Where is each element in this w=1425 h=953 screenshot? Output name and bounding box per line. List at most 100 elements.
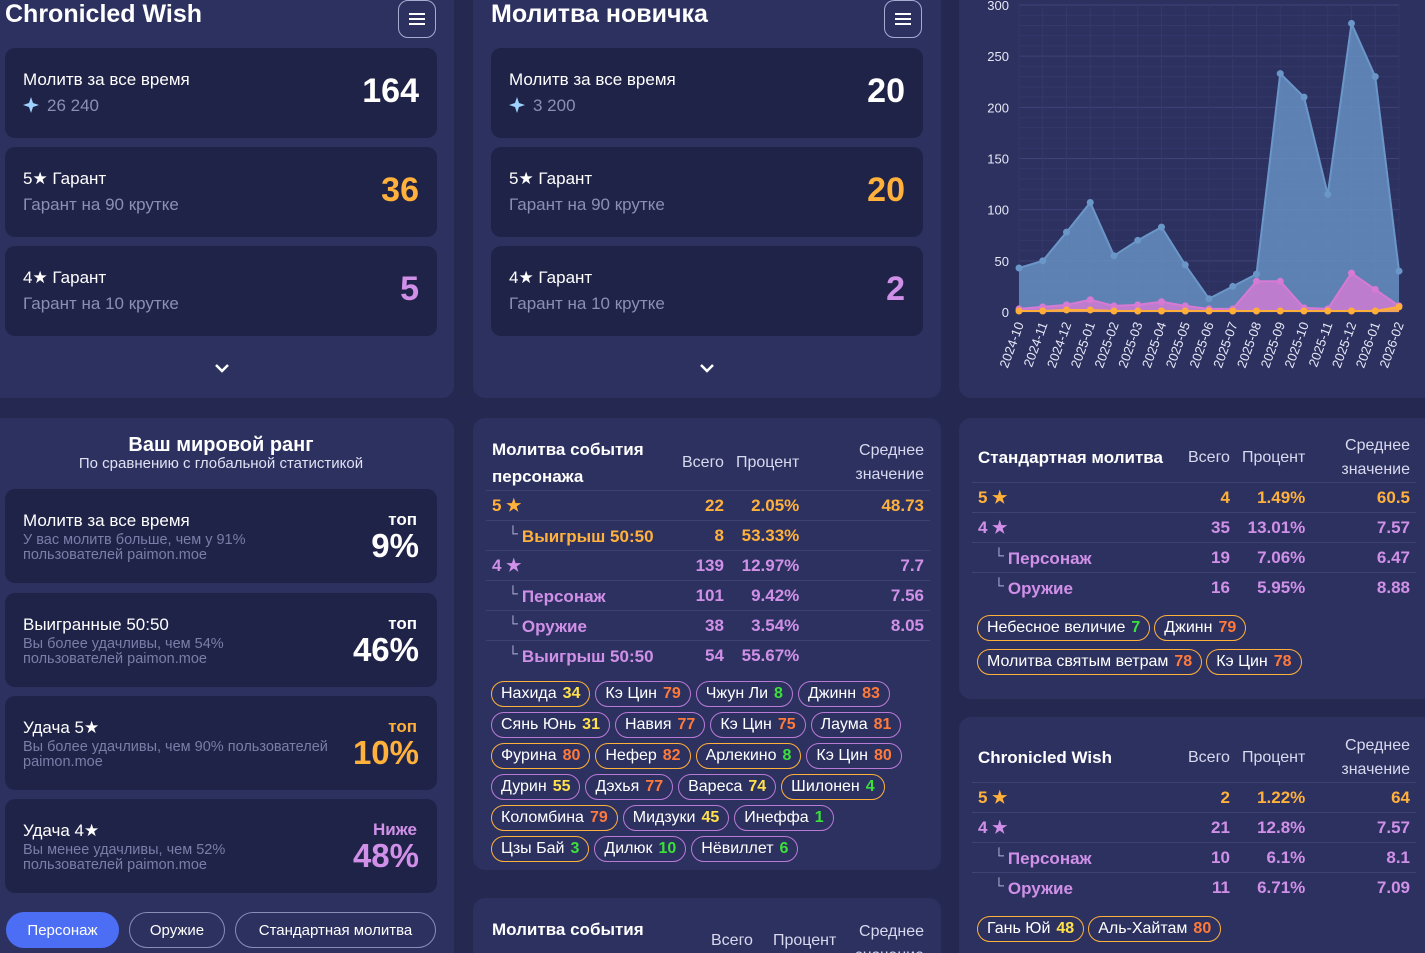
chevron-down-icon[interactable] (698, 362, 716, 374)
row-pct: 12.97% (729, 550, 806, 581)
chip-name: Нефер (605, 747, 657, 764)
row-avg: 64 (1311, 782, 1416, 813)
item-chip: Арлекино 8 (695, 743, 802, 769)
data-point (1134, 307, 1142, 315)
data-point (1039, 307, 1047, 315)
item-chip: Дурин 55 (491, 774, 581, 800)
tab-character[interactable]: Персонаж (6, 912, 119, 948)
data-point (1158, 307, 1165, 315)
mid-card-4star: 4★ Гарант Гарант на 10 крутке 2 (491, 246, 923, 336)
data-point (1324, 190, 1332, 198)
chip-pity: 77 (677, 716, 696, 733)
chip-name: Гань Юй (987, 920, 1051, 937)
chip-pity: 3 (570, 840, 580, 857)
chip-name: Вареса (688, 778, 743, 795)
col-percent: Процент (735, 454, 800, 471)
col-avg: Среднее значение (855, 442, 924, 483)
card-label: 5★ Гарант (509, 169, 593, 188)
row-avg: 6.47 (1311, 542, 1416, 573)
chip-pity: 75 (777, 716, 796, 733)
chip-name: Аль-Хайтам (1098, 920, 1188, 937)
item-chip: Джинн 83 (797, 681, 890, 707)
chip-pity: 55 (552, 778, 571, 795)
data-point (1039, 257, 1047, 265)
row-pct: 55.67% (729, 640, 806, 671)
chronicled-menu-button[interactable] (398, 0, 436, 38)
item-chip: Джинн 79 (1154, 615, 1247, 641)
row-avg: 8.88 (1311, 572, 1416, 603)
chip-pity: 83 (862, 685, 880, 702)
col-percent: Процент (773, 932, 837, 949)
row-label: 5 ★ (486, 490, 676, 521)
row-pct: 53.33% (729, 520, 806, 551)
left-card-total: Молитв за все время 26 240 164 (5, 48, 437, 138)
item-chip: Гань Юй 48 (977, 916, 1085, 942)
row-avg: 7.09 (1311, 872, 1416, 903)
data-point (1300, 307, 1308, 315)
rank-pct: 9% (371, 527, 419, 564)
chip-pity: 8 (782, 747, 792, 764)
weapon-event-title: Молитва события (492, 920, 644, 939)
data-point (1110, 252, 1118, 260)
row-total: 16 (1182, 572, 1236, 603)
row-total: 4 (1182, 482, 1236, 513)
rank-card-total: Молитв за все время У вас молитв больше,… (5, 489, 437, 583)
chip-pity: 45 (701, 809, 720, 826)
standard-table: Стандартная молитва Всего Процент Средне… (972, 434, 1416, 603)
rank-desc: Вы более удачливы, чем 90% пользователей… (23, 739, 328, 770)
chip-pity: 80 (1193, 920, 1212, 937)
tree-branch-icon: └ (994, 576, 1004, 593)
row-label: Выигрыш 50:50 (521, 646, 654, 666)
rank-top: топ (388, 614, 417, 633)
col-avg: Среднее значение (1341, 737, 1410, 778)
data-point (1253, 277, 1260, 285)
tree-branch-icon: └ (508, 614, 518, 631)
chip-pity: 79 (1218, 619, 1237, 636)
row-total: 139 (676, 550, 730, 581)
chip-name: Нахида (501, 685, 557, 702)
tab-standard[interactable]: Стандартная молитва (235, 912, 436, 948)
chip-pity: 78 (1273, 653, 1292, 670)
data-point (1395, 267, 1403, 275)
row-label: 4 ★ (486, 550, 676, 581)
y-tick-label: 150 (987, 152, 1009, 167)
chip-name: Кэ Цин (605, 685, 657, 702)
beginner-menu-button[interactable] (884, 0, 922, 38)
row-total: 2 (1182, 782, 1236, 813)
chip-name: Лаума (820, 716, 868, 733)
chevron-down-icon[interactable] (213, 362, 231, 374)
data-point (1110, 307, 1118, 315)
rank-desc: Вы менее удачливы, чем 52% пользователей… (23, 842, 226, 873)
card-label: Молитв за все время (23, 70, 190, 89)
chip-name: Джинн (1164, 619, 1213, 636)
data-point (1063, 228, 1070, 236)
item-chip: Вареса 74 (678, 774, 777, 800)
row-label: Выигрыш 50:50 (521, 526, 654, 546)
row-total: 11 (1182, 872, 1236, 903)
table-row: 4 ★ 139 12.97% 7.7 (486, 550, 930, 581)
data-point (1158, 223, 1165, 231)
card-value: 5 (400, 270, 419, 308)
item-chip: Кэ Цин 78 (1206, 649, 1302, 675)
weapon-event-panel (473, 898, 941, 953)
card-sub: Гарант на 90 крутке (509, 195, 665, 214)
mid-card-total: Молитв за все время 3 200 20 (491, 48, 923, 138)
data-point (1253, 307, 1260, 315)
row-label: Персонаж (521, 586, 606, 606)
item-chip: Нёвиллет 6 (691, 836, 799, 862)
row-pct: 6.1% (1235, 842, 1312, 873)
col-percent: Процент (1241, 449, 1306, 466)
tree-branch-icon: └ (994, 876, 1004, 893)
list-icon (895, 13, 911, 25)
chip-pity: 80 (562, 747, 581, 764)
data-point (1324, 307, 1332, 315)
tab-weapon[interactable]: Оружие (129, 912, 225, 948)
col-avg: Среднее значение (855, 923, 924, 953)
row-pct: 13.01% (1235, 512, 1312, 543)
table-row: 4 ★ 35 13.01% 7.57 (972, 512, 1416, 543)
row-total: 21 (1182, 812, 1236, 843)
row-avg (805, 520, 930, 551)
chip-pity: 7 (1131, 619, 1141, 636)
row-label: 5 ★ (972, 782, 1182, 813)
row-pct: 1.49% (1235, 482, 1312, 513)
